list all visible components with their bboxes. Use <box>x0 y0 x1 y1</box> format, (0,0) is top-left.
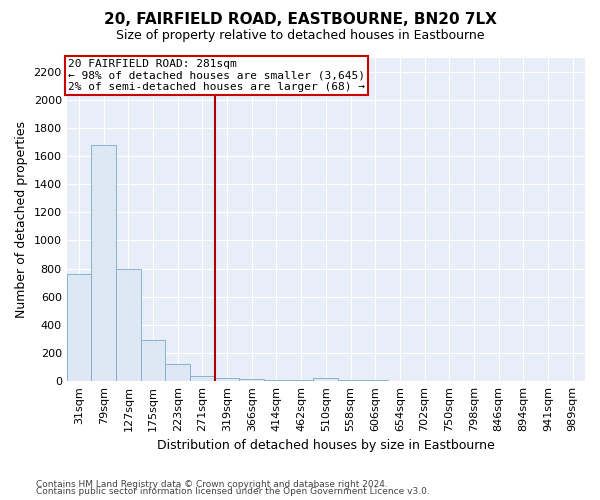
Bar <box>289 380 313 381</box>
Bar <box>141 340 166 381</box>
Bar <box>116 268 141 381</box>
Text: Contains HM Land Registry data © Crown copyright and database right 2024.: Contains HM Land Registry data © Crown c… <box>36 480 388 489</box>
Bar <box>338 380 363 381</box>
Bar <box>264 380 289 381</box>
Text: Contains public sector information licensed under the Open Government Licence v3: Contains public sector information licen… <box>36 488 430 496</box>
Bar <box>215 378 239 381</box>
Text: Size of property relative to detached houses in Eastbourne: Size of property relative to detached ho… <box>116 29 484 42</box>
Bar <box>190 376 215 381</box>
Bar <box>313 378 338 381</box>
Bar <box>67 274 91 381</box>
Text: 20 FAIRFIELD ROAD: 281sqm
← 98% of detached houses are smaller (3,645)
2% of sem: 20 FAIRFIELD ROAD: 281sqm ← 98% of detac… <box>68 59 365 92</box>
Bar <box>91 145 116 381</box>
Bar <box>363 380 388 381</box>
Bar <box>166 364 190 381</box>
X-axis label: Distribution of detached houses by size in Eastbourne: Distribution of detached houses by size … <box>157 440 495 452</box>
Y-axis label: Number of detached properties: Number of detached properties <box>15 121 28 318</box>
Text: 20, FAIRFIELD ROAD, EASTBOURNE, BN20 7LX: 20, FAIRFIELD ROAD, EASTBOURNE, BN20 7LX <box>104 12 496 28</box>
Bar <box>239 379 264 381</box>
